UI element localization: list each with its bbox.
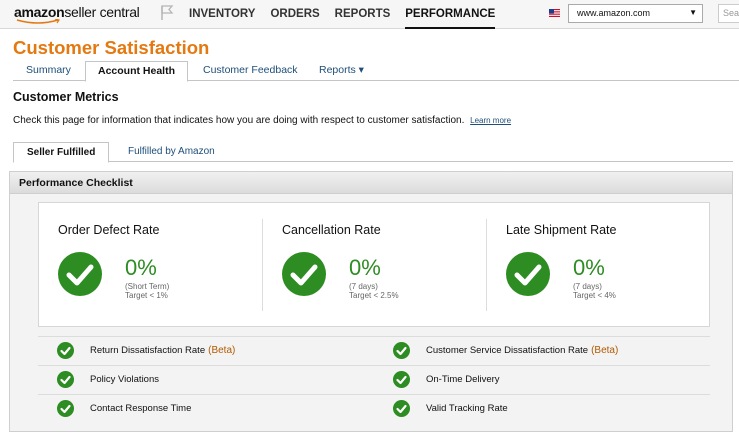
metric-cancellation-rate[interactable]: Cancellation Rate 0% (7 days) Target < 2… <box>263 203 487 328</box>
item-text: Return Dissatisfaction Rate <box>90 345 206 356</box>
amazon-smile-icon <box>16 19 60 24</box>
tab-summary[interactable]: Summary <box>26 64 71 76</box>
check-label: Customer Service Dissatisfaction Rate (Be… <box>426 345 618 356</box>
metric-period: (7 days) <box>349 282 378 291</box>
section-heading: Customer Metrics <box>13 90 119 104</box>
check-label: Return Dissatisfaction Rate (Beta) <box>90 345 235 356</box>
top-navigation-bar: amazonseller central INVENTORY ORDERS RE… <box>0 0 739 29</box>
learn-more-link[interactable]: Learn more <box>470 116 512 125</box>
check-circle-icon <box>57 371 74 388</box>
page-tabs: Summary Account Health Customer Feedback… <box>13 61 739 82</box>
intro-description: Check this page for information that ind… <box>13 115 465 126</box>
metrics-summary: Order Defect Rate 0% (Short Term) Target… <box>38 202 710 327</box>
us-flag-icon <box>549 9 560 17</box>
check-circle-icon <box>393 371 410 388</box>
metric-title: Late Shipment Rate <box>506 223 617 237</box>
search-input[interactable]: Sea <box>718 4 739 23</box>
metric-target: Target < 2.5% <box>349 291 399 300</box>
metric-order-defect-rate[interactable]: Order Defect Rate 0% (Short Term) Target… <box>39 203 263 328</box>
logo-sub-text: seller central <box>64 4 140 20</box>
metric-title: Cancellation Rate <box>282 223 381 237</box>
check-circle-icon <box>506 252 550 296</box>
metric-target: Target < 1% <box>125 291 168 300</box>
nav-inventory[interactable]: INVENTORY <box>189 8 256 20</box>
tab-fulfilled-by-amazon[interactable]: Fulfilled by Amazon <box>128 146 215 157</box>
metric-late-shipment-rate[interactable]: Late Shipment Rate 0% (7 days) Target < … <box>487 203 711 328</box>
metric-title: Order Defect Rate <box>58 223 160 237</box>
divider <box>262 219 263 311</box>
nav-orders[interactable]: ORDERS <box>270 8 320 20</box>
main-nav: INVENTORY ORDERS REPORTS PERFORMANCE <box>189 0 510 29</box>
marketplace-select-value: www.amazon.com <box>577 8 651 18</box>
panel-title: Performance Checklist <box>10 172 732 194</box>
metric-target: Target < 4% <box>573 291 616 300</box>
check-label: Contact Response Time <box>90 403 192 414</box>
list-item[interactable]: Contact Response Time <box>38 394 374 422</box>
check-label: Valid Tracking Rate <box>426 403 508 414</box>
item-text: Customer Service Dissatisfaction Rate <box>426 345 589 356</box>
seller-central-logo[interactable]: amazonseller central <box>14 4 140 20</box>
divider <box>486 219 487 311</box>
tab-account-health[interactable]: Account Health <box>85 61 189 82</box>
flag-icon[interactable] <box>160 5 174 21</box>
nav-reports[interactable]: REPORTS <box>334 8 391 20</box>
list-item[interactable]: Policy Violations <box>38 365 374 393</box>
beta-badge: (Beta) <box>591 345 619 356</box>
check-label: Policy Violations <box>90 374 160 385</box>
check-label: On-Time Delivery <box>426 374 500 385</box>
metric-value: 0% <box>125 255 157 280</box>
check-circle-icon <box>393 342 410 359</box>
check-circle-icon <box>393 400 410 417</box>
check-circle-icon <box>282 252 326 296</box>
check-circle-icon <box>58 252 102 296</box>
list-item[interactable]: Return Dissatisfaction Rate (Beta) <box>38 336 374 364</box>
page-title: Customer Satisfaction <box>13 37 210 58</box>
logo-main-text: amazon <box>14 4 65 20</box>
list-item[interactable]: Valid Tracking Rate <box>374 394 710 422</box>
metric-value: 0% <box>349 255 381 280</box>
metric-value: 0% <box>573 255 605 280</box>
list-item[interactable]: Customer Service Dissatisfaction Rate (Be… <box>374 336 710 364</box>
marketplace-select[interactable]: www.amazon.com ▼ <box>568 4 703 23</box>
beta-badge: (Beta) <box>208 345 236 356</box>
tab-seller-fulfilled[interactable]: Seller Fulfilled <box>13 142 110 163</box>
tab-customer-feedback[interactable]: Customer Feedback <box>203 64 298 76</box>
list-item[interactable]: On-Time Delivery <box>374 365 710 393</box>
fulfillment-tabs: Seller Fulfilled Fulfilled by Amazon <box>13 142 733 163</box>
intro-text: Check this page for information that ind… <box>13 115 511 126</box>
metric-period: (7 days) <box>573 282 602 291</box>
metric-period: (Short Term) <box>125 282 170 291</box>
check-circle-icon <box>57 400 74 417</box>
tab-reports-dropdown[interactable]: Reports ▾ <box>319 64 364 76</box>
nav-performance[interactable]: PERFORMANCE <box>405 0 496 29</box>
dropdown-arrow-icon: ▼ <box>689 8 697 17</box>
performance-checklist-panel: Performance Checklist Order Defect Rate … <box>9 171 733 432</box>
check-circle-icon <box>57 342 74 359</box>
